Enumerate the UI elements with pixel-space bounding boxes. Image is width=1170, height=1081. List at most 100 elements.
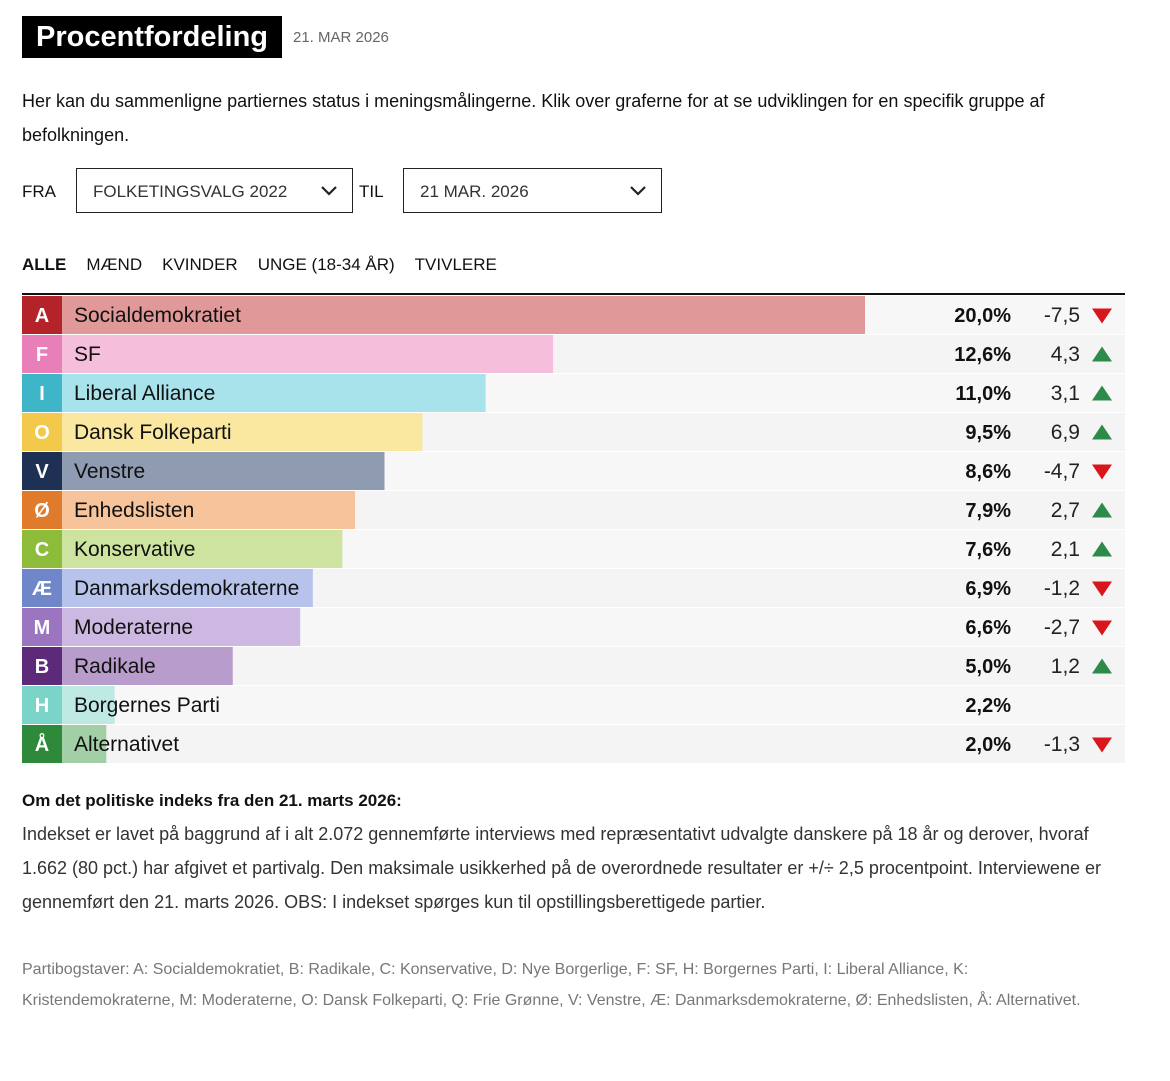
change-label: -1,3 [1044, 733, 1080, 756]
value-label: 7,6% [965, 539, 1011, 561]
to-label: TIL [359, 182, 384, 201]
change-label: -1,2 [1044, 577, 1080, 600]
party-letter: I [39, 383, 45, 405]
party-letter: O [34, 422, 50, 444]
letter-box [22, 725, 62, 763]
tab[interactable]: KVINDER [162, 255, 238, 274]
value-label: 12,6% [954, 344, 1011, 366]
arrow-up [1092, 541, 1112, 557]
party-letter: B [35, 656, 49, 678]
bar [22, 374, 486, 412]
party-name: Konservative [74, 538, 195, 561]
from-value: FOLKETINGSVALG 2022 [93, 182, 288, 201]
arrow-up [1092, 385, 1112, 401]
change-label: 1,2 [1051, 655, 1080, 678]
letter-box [22, 530, 62, 568]
party-name: Enhedslisten [74, 499, 194, 522]
tabs: ALLE MÆND KVINDER UNGE (18-34 ÅR) TVIVLERE [22, 255, 497, 275]
bar [22, 569, 313, 607]
value-label: 6,9% [965, 578, 1011, 600]
letter-box [22, 296, 62, 334]
value-label: 2,0% [965, 734, 1011, 756]
change-label: 2,7 [1051, 499, 1080, 522]
letter-box [22, 452, 62, 490]
from-select[interactable]: FOLKETINGSVALG 2022 [76, 168, 353, 213]
bar [22, 413, 423, 451]
row-bg [22, 686, 1125, 724]
change-label: 2,1 [1051, 538, 1080, 561]
footnote-letters: Partibogstaver: A: Socialdemokratiet, B:… [22, 961, 1081, 1009]
from-label: FRA [22, 182, 56, 201]
change-label: -4,7 [1044, 460, 1080, 483]
bar [22, 335, 554, 373]
change-label: 4,3 [1051, 343, 1080, 366]
change-label: 3,1 [1051, 382, 1080, 405]
party-letter: A [35, 305, 49, 327]
party-letter: H [35, 695, 49, 717]
bar [22, 608, 301, 646]
value-label: 20,0% [954, 305, 1011, 327]
party-letter: M [34, 617, 51, 639]
arrow-down [1092, 737, 1112, 753]
letter-box [22, 686, 62, 724]
arrow-up [1092, 346, 1112, 362]
party-name: Liberal Alliance [74, 382, 215, 405]
arrow-up [1092, 502, 1112, 518]
party-letter: F [36, 344, 48, 366]
title: Procentfordeling [22, 16, 282, 58]
letter-box [22, 569, 62, 607]
arrow-down [1092, 308, 1112, 324]
arrow-down [1092, 620, 1112, 636]
change-label: -2,7 [1044, 616, 1080, 639]
letter-box [22, 413, 62, 451]
party-letter: Æ [32, 578, 52, 600]
arrow-up [1092, 658, 1112, 674]
footnote-title: Om det politiske indeks fra den 21. mart… [22, 791, 402, 810]
letter-box [22, 647, 62, 685]
arrow-down [1092, 581, 1112, 597]
tab[interactable]: MÆND [86, 255, 143, 274]
to-value: 21 MAR. 2026 [420, 182, 529, 201]
party-name: SF [74, 343, 101, 366]
value-label: 11,0% [955, 383, 1011, 405]
value-label: 5,0% [965, 656, 1011, 678]
tab[interactable]: UNGE (18-34 ÅR) [257, 255, 395, 274]
row-bg [22, 725, 1125, 763]
value-label: 7,9% [965, 500, 1011, 522]
letter-box [22, 608, 62, 646]
party-name: Socialdemokratiet [74, 304, 241, 327]
party-name: Radikale [74, 655, 156, 678]
letter-box [22, 491, 62, 529]
intro: Her kan du sammenligne partiernes status… [22, 91, 1045, 145]
date: 21. MAR 2026 [293, 29, 389, 46]
bar [22, 530, 343, 568]
bar [22, 491, 355, 529]
value-label: 6,6% [965, 617, 1011, 639]
party-name: Venstre [74, 460, 145, 483]
arrow-up [1092, 424, 1112, 440]
change-label: -7,5 [1044, 304, 1080, 327]
bar [22, 452, 385, 490]
value-label: 9,5% [965, 422, 1011, 444]
party-letter: Ø [34, 500, 50, 522]
letter-box [22, 374, 62, 412]
value-label: 2,2% [965, 695, 1011, 717]
chevron [321, 186, 337, 196]
change-label: 6,9 [1051, 421, 1080, 444]
chevron [630, 186, 646, 196]
party-name: Alternativet [74, 733, 179, 756]
party-letter: Å [35, 732, 49, 756]
to-select[interactable]: 21 MAR. 2026 [403, 168, 662, 213]
tab[interactable]: TVIVLERE [414, 255, 497, 274]
tab[interactable]: ALLE [22, 255, 67, 274]
party-name: Borgernes Parti [74, 694, 220, 717]
party-name: Dansk Folkeparti [74, 421, 232, 444]
chart: A Socialdemokratiet 20,0% -7,5 F SF 12,6% 4,3 I L… [22, 293, 1125, 763]
arrow-down [1092, 464, 1112, 480]
letter-box [22, 335, 62, 373]
bar [22, 296, 865, 334]
value-label: 8,6% [965, 461, 1011, 483]
footnote-body: Indekset er lavet på baggrund af i alt 2… [22, 824, 1101, 912]
party-letter: C [35, 539, 49, 561]
